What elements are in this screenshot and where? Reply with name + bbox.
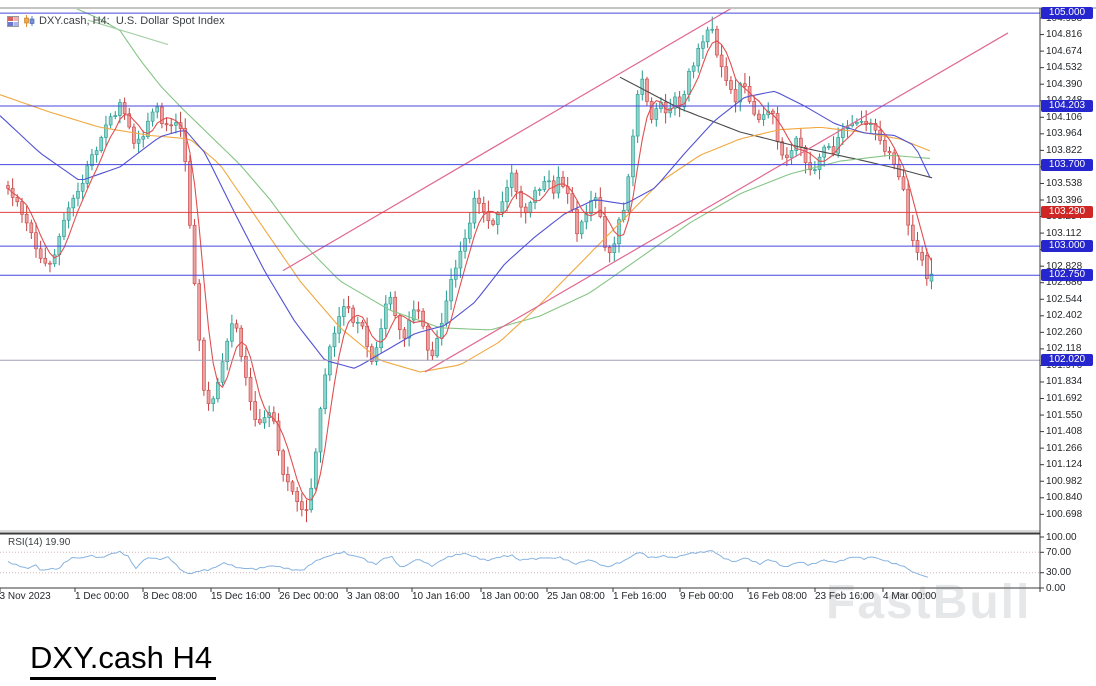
date-tick-label: 10 Jan 16:00 [412, 591, 470, 602]
chart-grid-icon[interactable] [7, 15, 19, 27]
price-axis[interactable]: 104.958104.816104.674104.532104.390104.2… [0, 0, 1096, 612]
rsi-scale-label: 70.00 [1046, 546, 1072, 558]
date-tick-label: 23 Feb 16:00 [815, 591, 874, 602]
price-tick-label: 104.816 [1046, 29, 1083, 41]
price-tick-label: 103.822 [1046, 144, 1083, 156]
price-tick-label: 103.396 [1046, 194, 1083, 206]
price-tick-label: 102.686 [1046, 277, 1083, 289]
price-tick-label: 100.698 [1046, 508, 1083, 520]
price-tick-label: 101.266 [1046, 442, 1083, 454]
price-tick-label: 102.402 [1046, 310, 1083, 322]
date-tick-label: 1 Feb 16:00 [613, 591, 667, 602]
price-tick-label: 101.550 [1046, 409, 1083, 421]
price-tick-label: 102.828 [1046, 260, 1083, 272]
price-tick-label: 101.124 [1046, 459, 1083, 471]
price-tick-label: 104.532 [1046, 62, 1083, 74]
price-tick-label: 101.834 [1046, 376, 1083, 388]
price-level-tag: 102.750 [1041, 269, 1093, 282]
price-level-tag: 103.290 [1041, 206, 1093, 219]
date-tick-label: 16 Feb 08:00 [748, 591, 807, 602]
date-tick-label: 15 Dec 16:00 [211, 591, 271, 602]
price-level-tag: 105.000 [1041, 7, 1093, 20]
price-level-tag: 104.203 [1041, 99, 1093, 112]
rsi-scale-label: 100.00 [1046, 531, 1077, 543]
price-tick-label: 101.692 [1046, 393, 1083, 405]
fastbull-watermark: FastBull [826, 576, 1032, 629]
price-tick-label: 102.544 [1046, 293, 1083, 305]
rsi-indicator-label: RSI(14) 19.90 [8, 537, 71, 548]
caption-title: DXY.cash H4 [30, 640, 217, 680]
date-tick-label: 23 Nov 2023 [0, 591, 51, 602]
date-tick-label: 18 Jan 00:00 [481, 591, 539, 602]
price-tick-label: 104.674 [1046, 45, 1083, 57]
caption-row: DXY.cash H4 [30, 640, 217, 680]
price-tick-label: 103.538 [1046, 177, 1083, 189]
price-tick-label: 101.408 [1046, 426, 1083, 438]
price-tick-label: 102.118 [1046, 343, 1082, 355]
price-level-tag: 103.700 [1041, 158, 1093, 171]
price-tick-label: 100.982 [1046, 475, 1083, 487]
date-tick-label: 8 Dec 08:00 [143, 591, 197, 602]
chart-canvas[interactable] [0, 0, 1096, 612]
candlestick-chart-icon[interactable] [23, 15, 35, 27]
chart-legend: DXY.cash, H4: U.S. Dollar Spot Index [7, 15, 225, 27]
price-tick-label: 103.112 [1046, 227, 1082, 239]
date-tick-label: 1 Dec 00:00 [75, 591, 129, 602]
time-axis[interactable]: 23 Nov 2023 1 Dec 00:00 8 Dec 08:00 15 Dec … [0, 0, 1096, 612]
date-tick-label: 9 Feb 00:00 [680, 591, 734, 602]
price-tick-label: 102.260 [1046, 326, 1083, 338]
price-tick-label: 103.964 [1046, 128, 1083, 140]
price-tick-label: 104.390 [1046, 78, 1083, 90]
price-tick-label: 104.106 [1046, 111, 1083, 123]
date-tick-label: 4 Mar 00:00 [883, 591, 937, 602]
rsi-scale-label: 30.00 [1046, 567, 1072, 579]
date-tick-label: 3 Jan 08:00 [347, 591, 400, 602]
price-level-tag: 103.000 [1041, 240, 1093, 253]
date-tick-label: 26 Dec 00:00 [279, 591, 339, 602]
price-tick-label: 100.840 [1046, 492, 1083, 504]
rsi-scale-label: 0.00 [1046, 582, 1066, 594]
price-level-tag: 102.020 [1041, 354, 1093, 367]
symbol-title: DXY.cash, H4: U.S. Dollar Spot Index [39, 15, 225, 27]
date-tick-label: 25 Jan 08:00 [547, 591, 605, 602]
